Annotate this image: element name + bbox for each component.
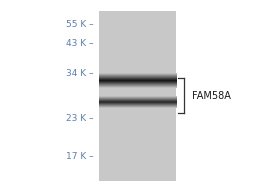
Text: 17 K –: 17 K – [66,152,94,161]
Text: 43 K –: 43 K – [67,39,94,47]
Text: FAM58A: FAM58A [192,90,231,101]
Text: 34 K –: 34 K – [67,69,94,78]
Text: 55 K –: 55 K – [66,20,94,29]
Bar [99,11,176,181]
Text: 23 K –: 23 K – [67,114,94,123]
